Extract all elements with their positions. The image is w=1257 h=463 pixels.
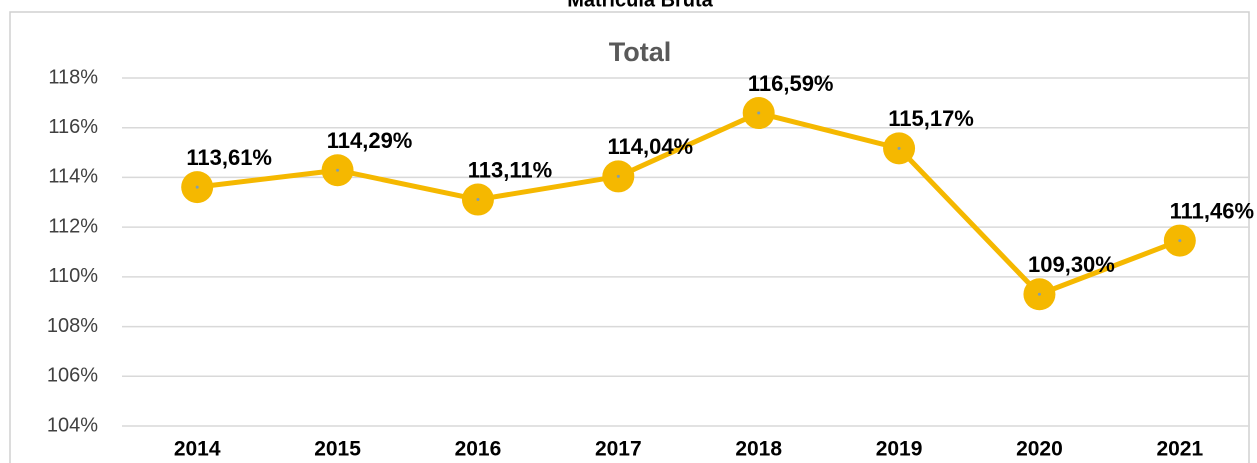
header: Matrícula Bruta (567, 0, 713, 11)
x-tick-label: 2015 (314, 438, 361, 461)
marker-dot (1037, 292, 1041, 296)
chart-border (9, 11, 1250, 463)
y-tick-label: 110% (48, 265, 98, 287)
marker-dot (476, 198, 480, 202)
x-tick-label: 2020 (1016, 438, 1063, 461)
x-tick-label: 2017 (595, 438, 642, 461)
y-tick-label: 116% (48, 116, 98, 138)
y-tick-label: 112% (48, 215, 98, 237)
x-tick-label: 2014 (174, 438, 221, 461)
y-tick-label: 114% (48, 166, 98, 188)
line (196, 110, 1181, 297)
x-tick-label: 2019 (876, 438, 923, 461)
x-tick-label: 2018 (735, 438, 782, 461)
y-tick-label: 108% (47, 315, 98, 337)
data-label: 113,11% (468, 157, 552, 182)
data-label: 115,17% (888, 106, 974, 131)
marker-dot (195, 185, 199, 189)
data-label: 114,29% (327, 128, 413, 153)
marker-dot (616, 174, 620, 178)
data-label: 116,59% (748, 71, 834, 96)
x-tick-label: 2016 (455, 438, 502, 461)
y-tick-label: 104% (47, 414, 98, 436)
data-label: 109,30% (1028, 252, 1115, 277)
data-label: 114,04% (607, 134, 693, 159)
data-label: 111,46% (1170, 198, 1254, 223)
y-tick-label: 118% (48, 66, 98, 88)
marker-dot (336, 168, 340, 172)
data-label: 113,61% (186, 145, 272, 170)
marker-dot (1178, 239, 1182, 243)
marker-dot (757, 111, 761, 115)
y-tick-label: 106% (47, 365, 98, 387)
chart-title: Total (609, 37, 672, 67)
x-tick-label: 2021 (1156, 438, 1203, 461)
marker-dot (897, 146, 901, 150)
